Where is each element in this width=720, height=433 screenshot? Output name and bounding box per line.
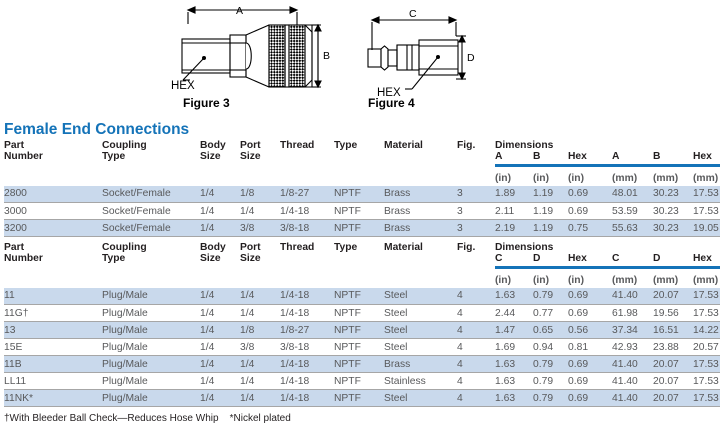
svg-text:A: A [236, 5, 243, 17]
svg-text:Figure 3: Figure 3 [183, 96, 230, 110]
svg-text:HEX: HEX [171, 80, 195, 92]
svg-text:Figure 4: Figure 4 [368, 96, 415, 110]
svg-text:C: C [409, 8, 417, 20]
svg-text:D: D [467, 52, 475, 64]
svg-text:B: B [323, 50, 330, 62]
